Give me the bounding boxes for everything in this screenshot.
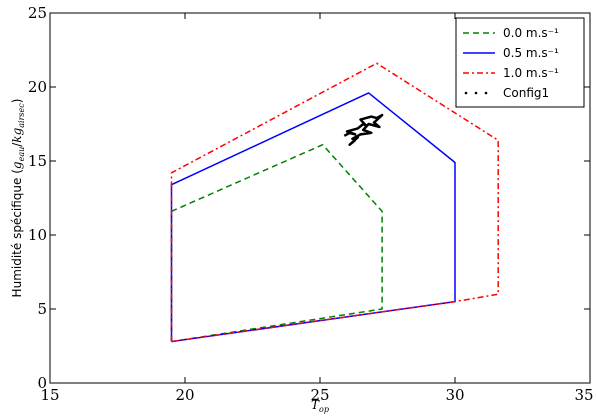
legend-label-1: 0.5 m.s⁻¹ (503, 46, 559, 60)
y-axis-label: Humidité spécifique (geau/kgairsec) (10, 99, 26, 298)
x-tick-label: 15 (40, 386, 59, 404)
x-tick-label: 25 (310, 386, 329, 404)
series-line-2 (170, 62, 499, 343)
legend: 0.0 m.s⁻¹ 0.5 m.s⁻¹ 1.0 m.s⁻¹ Config1 (455, 17, 585, 108)
legend-swatch-dot-3 (464, 91, 468, 95)
series-line-3 (343, 113, 384, 146)
y-tick-label: 10 (28, 226, 47, 244)
x-axis-label: Top (311, 398, 329, 414)
y-tick-label: 5 (37, 300, 47, 318)
x-tick-label: 30 (445, 386, 464, 404)
y-tick-label: 20 (28, 78, 47, 96)
legend-swatch-dot-3 (474, 91, 478, 95)
series-line-1 (170, 92, 456, 343)
legend-label-2: 1.0 m.s⁻¹ (503, 66, 559, 80)
y-tick-label: 0 (37, 374, 47, 392)
ticks-layer: 15 20 25 30 35 0 5 10 15 20 25 (28, 4, 594, 404)
legend-label-0: 0.0 m.s⁻¹ (503, 26, 559, 40)
legend-label-3: Config1 (503, 86, 549, 100)
y-tick-label: 15 (28, 152, 47, 170)
series-line-0 (170, 143, 383, 343)
y-tick-label: 25 (28, 4, 47, 22)
x-tick-label: 35 (574, 386, 593, 404)
x-tick-label: 20 (175, 386, 194, 404)
plot-layer (170, 62, 499, 343)
legend-swatch-dot-3 (484, 91, 488, 95)
